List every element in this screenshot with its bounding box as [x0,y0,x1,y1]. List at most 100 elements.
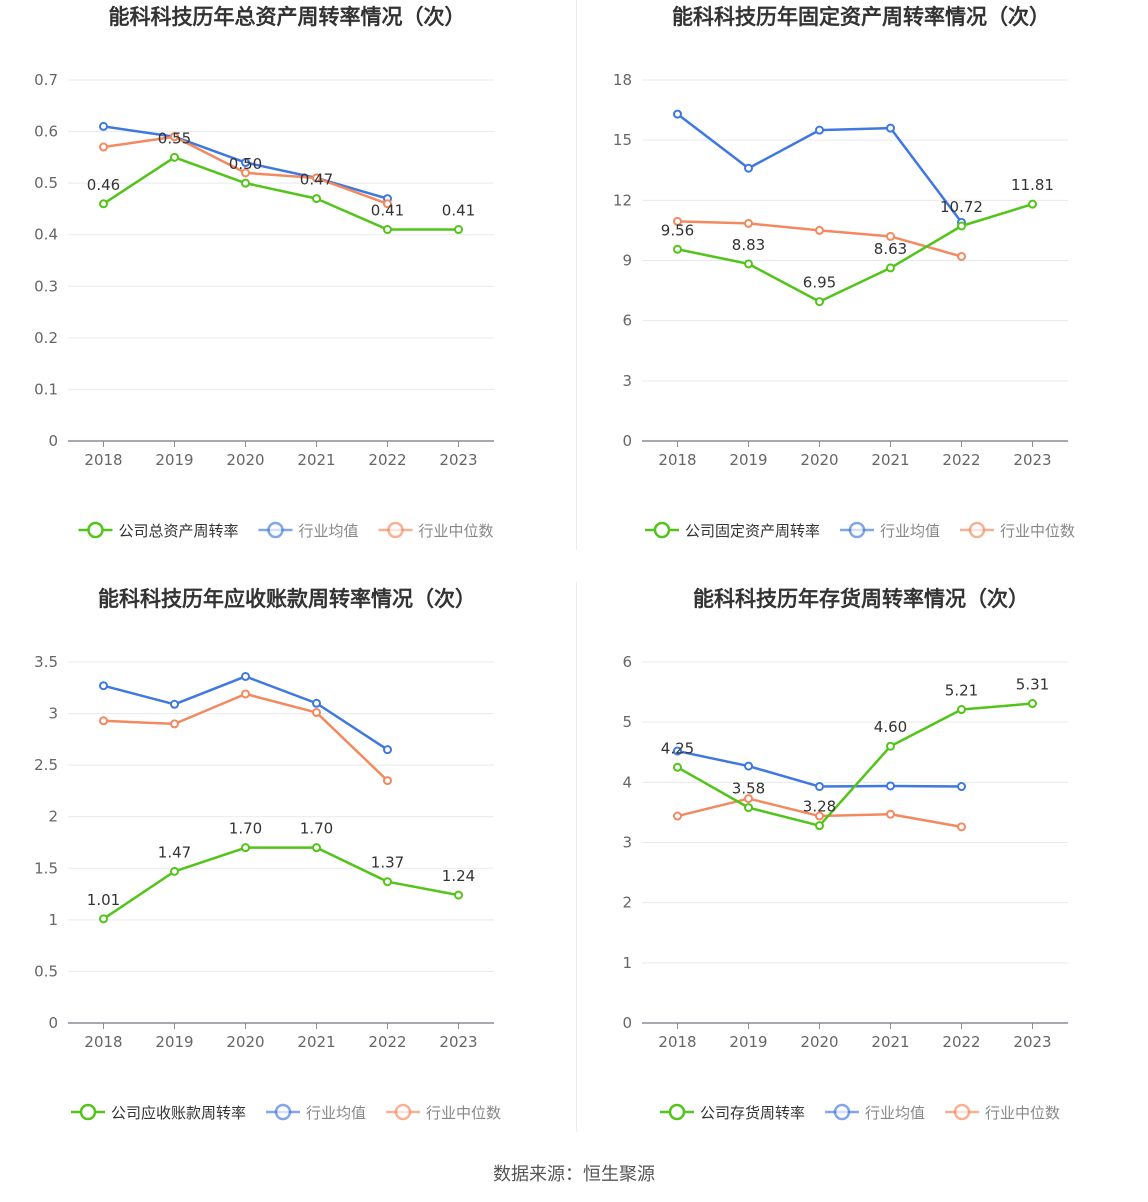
data-point-median[interactable] [241,689,250,699]
data-point-company[interactable] [383,877,392,887]
data-point-company[interactable] [99,914,108,924]
legend-item-median[interactable]: 行业中位数 [945,1103,1060,1122]
x-tick-label: 2020 [226,451,264,469]
data-point-median[interactable] [957,251,966,261]
data-point-company[interactable] [886,741,895,751]
data-point-median[interactable] [744,794,753,804]
chart-svg: 能科科技历年存货周转率情况（次） 0 1 2 3 4 5 6 2018 2019 2020 2021 2… [622,587,1068,1122]
data-point-company[interactable] [312,843,321,853]
data-point-median[interactable] [815,811,824,821]
data-point-company[interactable] [957,221,966,231]
chart-svg: 能科科技历年总资产周转率情况（次） 0 0.1 0.2 0.3 0.4 0.5 0.6 0.7 2… [34,5,494,540]
data-point-company[interactable] [815,821,824,831]
legend-item-company[interactable]: 公司固定资产周转率 [645,521,820,540]
series-line-company [676,702,1033,827]
data-point-median[interactable] [241,168,250,178]
data-point-company[interactable] [241,843,250,853]
data-point-avg[interactable] [957,782,966,792]
y-tick-label: 0 [48,432,58,450]
data-point-avg[interactable] [815,125,824,135]
legend-item-company[interactable]: 公司总资产周转率 [78,521,239,540]
y-tick-label: 0.6 [34,123,58,141]
y-tick-label: 5 [622,713,632,731]
data-point-company[interactable] [815,297,824,307]
legend-circle-icon [87,521,104,539]
data-point-avg[interactable] [383,745,392,755]
data-point-median[interactable] [312,173,321,183]
legend-item-avg[interactable]: 行业均值 [825,1103,925,1122]
y-tick-label: 1 [622,954,632,972]
data-point-company[interactable] [170,866,179,876]
data-point-median[interactable] [673,811,682,821]
legend-circle-icon [668,1103,686,1121]
data-point-avg[interactable] [241,671,250,681]
chart-title: 能科科技历年应收账款周转率情况（次） [98,587,476,611]
data-point-company[interactable] [454,225,463,235]
data-point-avg[interactable] [312,698,321,708]
legend-circle-icon [387,521,404,539]
legend-item-avg[interactable]: 行业均值 [266,1103,366,1122]
data-point-avg[interactable] [99,121,108,131]
data-point-avg[interactable] [170,699,179,709]
data-point-median[interactable] [99,716,108,726]
data-point-company[interactable] [1028,199,1037,209]
legend-item-company[interactable]: 公司应收账款周转率 [71,1103,246,1122]
data-point-avg[interactable] [673,746,682,756]
y-tick-label: 4 [622,773,632,791]
legend-item-median[interactable]: 行业中位数 [386,1103,501,1122]
legend-item-median[interactable]: 行业中位数 [960,521,1075,540]
data-point-median[interactable] [170,719,179,729]
legend-label: 公司固定资产周转率 [685,522,820,540]
data-label: 0.46 [87,176,120,194]
data-point-company[interactable] [454,890,463,900]
data-point-company[interactable] [241,178,250,188]
data-point-avg[interactable] [673,109,682,119]
y-tick-label: 2 [622,894,632,912]
data-point-avg[interactable] [886,781,895,791]
legend-item-median[interactable]: 行业中位数 [378,521,494,540]
data-point-median[interactable] [170,132,179,142]
data-point-median[interactable] [673,216,682,226]
data-point-median[interactable] [815,225,824,235]
data-point-avg[interactable] [241,158,250,168]
data-point-avg[interactable] [886,123,895,133]
legend-item-company[interactable]: 公司存货周转率 [660,1103,805,1122]
x-tick-label: 2021 [297,1033,335,1051]
data-point-avg[interactable] [99,681,108,691]
data-point-company[interactable] [312,194,321,204]
data-point-company[interactable] [99,199,108,209]
data-point-avg[interactable] [744,761,753,771]
data-point-median[interactable] [886,231,895,241]
y-tick-label: 15 [613,131,632,149]
x-tick-label: 2021 [871,451,909,469]
data-point-company[interactable] [673,244,682,254]
data-point-median[interactable] [957,822,966,832]
data-point-avg[interactable] [815,782,824,792]
data-point-median[interactable] [383,199,392,209]
chart-svg: 能科科技历年固定资产周转率情况（次） 0 3 6 9 12 15 18 2018 2019 2020… [613,5,1075,540]
data-point-company[interactable] [957,705,966,715]
legend: 公司固定资产周转率 行业均值 行业中位数 [645,521,1075,540]
legend-item-avg[interactable]: 行业均值 [840,521,940,540]
data-point-company[interactable] [383,225,392,235]
data-point-median[interactable] [99,142,108,152]
data-point-company[interactable] [1028,699,1037,709]
data-point-company[interactable] [744,803,753,813]
data-point-median[interactable] [886,809,895,819]
y-tick-label: 2.5 [34,756,58,774]
data-point-median[interactable] [312,708,321,718]
data-label: 1.37 [371,854,404,872]
legend-circle-icon [848,521,866,539]
data-point-company[interactable] [886,263,895,273]
data-point-median[interactable] [383,776,392,786]
legend-label: 行业中位数 [985,1104,1060,1122]
data-point-median[interactable] [744,218,753,228]
legend-item-avg[interactable]: 行业均值 [258,521,359,540]
data-point-company[interactable] [673,762,682,772]
data-point-company[interactable] [744,259,753,269]
data-label: 1.70 [300,820,333,838]
series-median [99,689,392,786]
data-label: 1.01 [87,891,120,909]
data-point-company[interactable] [170,152,179,162]
data-point-avg[interactable] [744,163,753,173]
